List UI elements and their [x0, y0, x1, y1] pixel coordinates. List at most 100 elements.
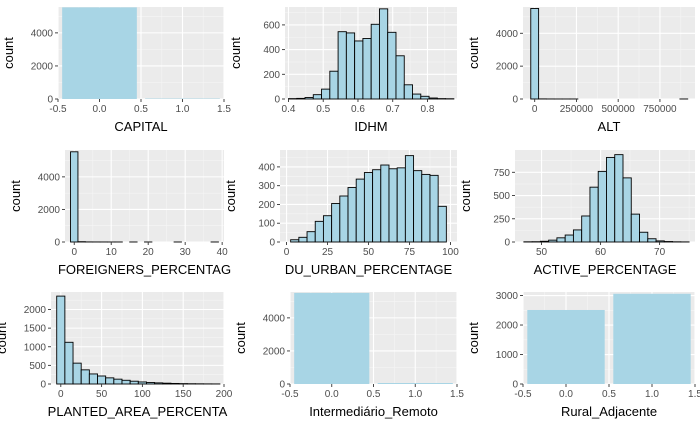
histogram-bar: [337, 31, 347, 100]
y-tick-label: 250: [493, 214, 510, 225]
y-axis-label: count: [458, 180, 473, 212]
histogram-bar: [64, 341, 74, 385]
histogram-bar: [395, 55, 405, 100]
panel-3: 0 250000 500000 750000 0 2000 4000 ALT count: [466, 7, 695, 134]
y-tick-label: 300: [258, 181, 275, 192]
histogram-bar: [370, 23, 380, 100]
histogram-bar: [421, 173, 431, 243]
histogram-bar: [306, 231, 316, 243]
y-tick-label: 100: [258, 219, 275, 230]
panel-9: -0.5 0.0 0.5 1.0 1.5 0 1000 2000 3000 Rural_Adjac…: [466, 291, 700, 419]
y-tick-label: 4000: [263, 313, 286, 324]
histogram-bar: [170, 382, 180, 385]
y-tick-label: 500: [29, 361, 46, 372]
x-tick-label: 500000: [601, 104, 635, 115]
histogram-bar: [321, 88, 331, 100]
y-tick-label: 400: [263, 45, 280, 56]
histogram-bar: [403, 84, 413, 100]
x-tick-label: 1.0: [408, 389, 422, 400]
histogram-bar: [388, 168, 398, 243]
histogram-bar: [97, 375, 107, 385]
x-tick-label: 1.5: [450, 389, 464, 400]
histogram-bar: [347, 187, 357, 243]
x-tick-label: 0: [532, 104, 538, 115]
histogram-bar: [121, 379, 131, 385]
histogram-bar: [437, 205, 447, 243]
panel-background: [65, 150, 224, 242]
histogram-bar: [413, 170, 423, 243]
y-tick-label: 0: [47, 95, 53, 106]
x-tick-label: 70: [654, 247, 666, 258]
y-tick-label: 0: [269, 238, 275, 249]
panel-4: 0 10 20 30 40 0 2000 4000 FOREIGNERS_PERCENTAG co…: [8, 150, 231, 277]
y-tick-label: 0: [274, 95, 280, 106]
histogram-bar: [387, 31, 397, 100]
x-axis-label: Rural_Adjacente: [561, 404, 657, 419]
x-tick-label: 0.0: [93, 104, 107, 115]
x-tick-label: 0.0: [559, 389, 573, 400]
histogram-bar: [527, 309, 605, 384]
histogram-bar: [312, 94, 323, 100]
y-axis-label: count: [233, 322, 248, 354]
histogram-bar: [345, 32, 356, 100]
y-axis-label: count: [228, 37, 243, 69]
y-tick-label: 750: [493, 168, 510, 179]
x-tick-label: 150: [175, 389, 192, 400]
y-tick-label: 2000: [496, 62, 519, 73]
y-tick-label: 2000: [24, 305, 47, 316]
histogram-bar: [589, 186, 599, 243]
x-tick-label: 0.5: [602, 389, 616, 400]
x-tick-label: 0.8: [421, 104, 435, 115]
panel-5: 0 25 50 75 100 0 100 200 300 400 DU_URBAN_PERCENTA…: [223, 150, 459, 277]
histogram-bar: [630, 213, 640, 243]
histogram-bar: [614, 154, 624, 243]
x-tick-label: 25: [322, 247, 334, 258]
histogram-bar: [329, 70, 339, 100]
histogram-bar: [539, 240, 550, 243]
histogram-bar: [548, 239, 558, 243]
panel-1: -0.5 0.0 0.5 1.0 1.5 0 2000 4000 CAPITAL count: [1, 7, 231, 134]
x-axis-label: DU_URBAN_PERCENTAGE: [285, 262, 453, 277]
x-tick-label: 750000: [643, 104, 677, 115]
y-tick-label: 200: [263, 70, 280, 81]
x-tick-label: 0.5: [367, 389, 381, 400]
histogram-bar: [380, 164, 390, 243]
y-tick-label: 2000: [31, 61, 54, 72]
histogram-bar: [396, 167, 406, 243]
y-tick-label: 400: [258, 162, 275, 173]
y-tick-label: 600: [263, 20, 280, 31]
y-tick-label: 0: [512, 95, 518, 106]
histogram-bar: [88, 373, 98, 385]
histogram-bar: [296, 97, 306, 100]
y-tick-label: 0: [279, 380, 285, 391]
histogram-bar: [105, 377, 115, 385]
histogram-bar: [412, 93, 422, 100]
y-axis-label: count: [1, 37, 16, 69]
histogram-bar: [146, 382, 156, 385]
x-tick-label: 250000: [560, 104, 594, 115]
y-tick-label: 2000: [263, 346, 286, 357]
x-axis-label: CAPITAL: [114, 119, 167, 134]
histogram-bar: [613, 293, 691, 384]
histogram-bar: [290, 239, 300, 243]
x-tick-label: 75: [404, 247, 416, 258]
x-tick-label: 50: [536, 247, 548, 258]
y-tick-label: 0: [512, 380, 518, 391]
panel-2: 0.4 0.5 0.6 0.7 0.8 0 200 400 600 IDHM count: [228, 7, 457, 134]
histogram-bar: [606, 156, 616, 243]
x-tick-label: 100: [442, 247, 459, 258]
y-tick-label: 3000: [496, 291, 519, 302]
histogram-bar: [420, 95, 430, 100]
x-axis-label: Intermediário_Remoto: [309, 404, 438, 419]
x-tick-label: -0.5: [49, 104, 67, 115]
x-tick-label: 10: [106, 247, 118, 258]
histogram-bar: [113, 378, 123, 385]
histogram-bar: [322, 215, 333, 243]
histogram-bar: [137, 381, 147, 385]
histogram-bar: [581, 215, 591, 243]
y-tick-label: 500: [493, 191, 510, 202]
histogram-bar: [564, 234, 574, 243]
y-tick-label: 4000: [496, 29, 519, 40]
panel-8: -0.5 0.0 0.5 1.0 1.5 0 2000 4000 Intermediário_R…: [233, 292, 464, 419]
histogram-bar: [530, 8, 540, 100]
